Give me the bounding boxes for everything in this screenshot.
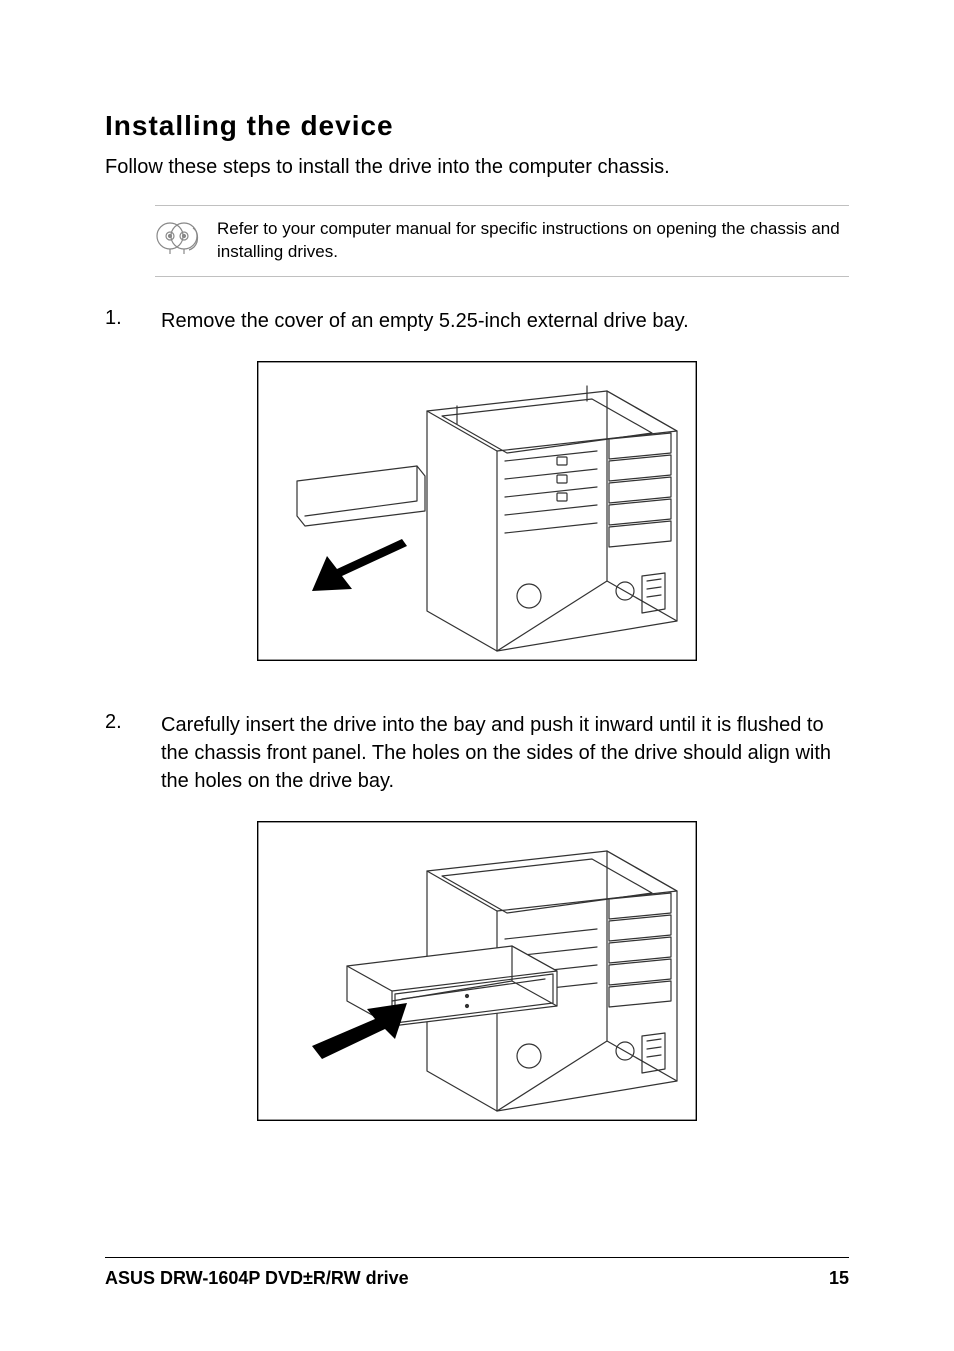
page-footer: ASUS DRW-1604P DVD±R/RW drive 15 [105, 1257, 849, 1289]
step-2: 2. Carefully insert the drive into the b… [105, 711, 849, 795]
intro-text: Follow these steps to install the drive … [105, 156, 849, 179]
page: Installing the device Follow these steps… [0, 0, 954, 1351]
note-text: Refer to your computer manual for specif… [217, 218, 849, 264]
step-2-number: 2. [105, 711, 133, 795]
step-1-text: Remove the cover of an empty 5.25-inch e… [161, 307, 849, 335]
footer-page-number: 15 [829, 1268, 849, 1289]
section-title: Installing the device [105, 110, 849, 142]
step-1: 1. Remove the cover of an empty 5.25-inc… [105, 307, 849, 335]
step-1-number: 1. [105, 307, 133, 335]
footer-product: ASUS DRW-1604P DVD±R/RW drive [105, 1268, 409, 1289]
figure-1 [105, 361, 849, 661]
figure-2 [105, 821, 849, 1121]
step-2-text: Carefully insert the drive into the bay … [161, 711, 849, 795]
disc-icon [155, 218, 201, 263]
note-box: Refer to your computer manual for specif… [155, 205, 849, 277]
